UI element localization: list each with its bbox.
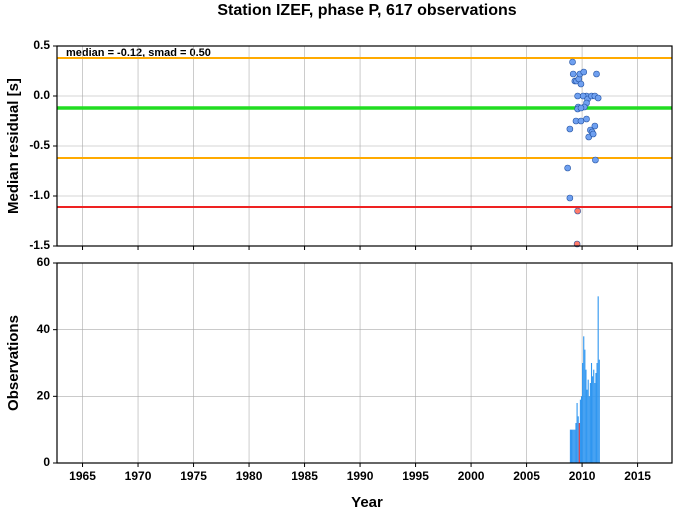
point (569, 58, 576, 66)
x-tick-label: 1990 (347, 469, 374, 483)
point (577, 117, 585, 125)
point (593, 70, 600, 78)
annotation: median = -0.12, smad = 0.50 (66, 47, 211, 59)
x-tick-label: 2015 (624, 469, 651, 483)
y-tick-label: -1.0 (29, 188, 50, 202)
bar (573, 429, 575, 463)
bar (576, 403, 578, 463)
bar (574, 429, 576, 463)
point (566, 194, 574, 202)
bar (597, 296, 599, 463)
point (589, 130, 597, 138)
bar (569, 429, 571, 463)
y-tick-label: 0 (43, 455, 50, 469)
x-tick-label: 2005 (513, 469, 540, 483)
bar (575, 423, 577, 463)
bar (583, 336, 585, 463)
point (577, 80, 585, 88)
bar (572, 429, 574, 463)
bar (595, 373, 597, 463)
y-tick-label: 0.5 (33, 38, 50, 52)
plot-frame (56, 45, 673, 247)
x-tick-label: 1975 (180, 469, 207, 483)
point (592, 156, 599, 164)
bar (596, 363, 598, 463)
y-tick-label: 20 (37, 389, 51, 403)
y-tick-label: 40 (37, 322, 51, 336)
y-tick-label: 60 (37, 255, 51, 269)
bar (590, 363, 593, 463)
point (585, 133, 593, 141)
bar (592, 376, 594, 463)
point (577, 104, 585, 112)
x-axis-label: Year (351, 494, 383, 511)
y-tick-label: 0.0 (33, 88, 50, 102)
bar (579, 399, 581, 463)
point (579, 92, 587, 100)
bar (582, 363, 584, 463)
bar (577, 416, 579, 463)
bar (587, 379, 589, 463)
x-tick-label: 1970 (125, 469, 152, 483)
point (574, 207, 581, 215)
point (580, 68, 588, 76)
point (569, 70, 577, 78)
x-tick-label: 1965 (69, 469, 96, 483)
point (591, 122, 599, 130)
chart-title: Station IZEF, phase P, 617 observations (217, 2, 516, 19)
x-tick-label: 1980 (236, 469, 263, 483)
point (574, 92, 581, 100)
point (594, 94, 602, 102)
bar (584, 349, 586, 463)
bar (580, 396, 583, 463)
y-axis-label: Median residual [s] (5, 78, 22, 214)
y-tick-label: -0.5 (29, 138, 50, 152)
bar (586, 389, 588, 463)
bar (570, 429, 573, 463)
bar (598, 359, 600, 463)
bar (593, 369, 595, 463)
point (564, 164, 571, 172)
bar (594, 383, 596, 463)
plot-frame (56, 262, 673, 464)
bar (588, 396, 590, 463)
y-axis-label: Observations (5, 315, 22, 411)
x-tick-label: 1995 (402, 469, 429, 483)
x-tick-label: 2000 (458, 469, 485, 483)
point (566, 125, 574, 133)
point (583, 115, 590, 123)
bar (585, 369, 587, 463)
x-tick-label: 2010 (569, 469, 596, 483)
bar (589, 383, 591, 463)
y-tick-label: -1.5 (29, 238, 50, 252)
bar (578, 423, 580, 463)
x-tick-label: 1985 (291, 469, 318, 483)
